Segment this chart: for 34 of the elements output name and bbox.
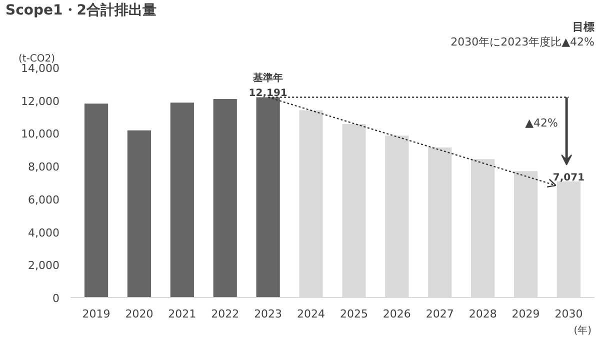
bar (84, 104, 108, 298)
x-tick-label: 2024 (297, 308, 326, 320)
bar (170, 102, 194, 298)
x-tick-label: 2020 (125, 308, 154, 320)
y-tick-label: 10,000 (21, 128, 60, 141)
y-tick-label: 0 (52, 292, 60, 305)
chart-title: Scope1・2合計排出量 (6, 2, 156, 18)
y-axis-title: (t-CO2) (18, 54, 56, 64)
x-tick-label: 2028 (468, 308, 497, 320)
y-tick-label: 14,000 (21, 62, 60, 75)
bar (256, 97, 280, 298)
x-axis-title: (年) (574, 324, 592, 336)
x-tick-label: 2029 (512, 308, 540, 320)
x-tick-label: 2030 (554, 308, 583, 320)
annotation: ▲42% (525, 116, 558, 130)
y-tick-label: 4,000 (28, 226, 60, 240)
text: 2030年に2023年度比▲42% (450, 36, 595, 48)
x-tick-label: 2027 (426, 308, 454, 320)
x-tick-label: 2026 (382, 308, 411, 320)
y-tick-label: 8,000 (28, 160, 60, 174)
bar (213, 99, 237, 298)
text: 目標 (572, 20, 594, 34)
x-tick-label: 2025 (340, 308, 368, 320)
annotation: 12,191 (248, 88, 288, 100)
y-tick-label: 2,000 (28, 259, 60, 272)
bar (127, 130, 152, 298)
x-tick-label: 2022 (211, 308, 240, 320)
annotation: 基準年 (252, 72, 284, 84)
y-tick-label: 12,000 (21, 94, 60, 108)
x-tick-label: 2019 (82, 308, 110, 320)
x-tick-label: 2021 (168, 308, 196, 320)
x-tick-label: 2023 (254, 308, 282, 320)
y-tick-label: 6,000 (28, 193, 60, 206)
annotation: 7,071 (552, 172, 585, 184)
